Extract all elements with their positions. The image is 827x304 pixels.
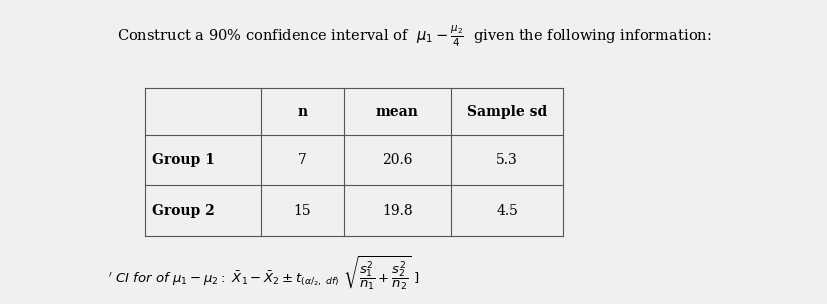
Text: Sample sd: Sample sd: [466, 105, 547, 119]
Text: 5.3: 5.3: [495, 153, 518, 168]
Text: 20.6: 20.6: [382, 153, 412, 168]
Text: 4.5: 4.5: [495, 203, 518, 218]
Text: 15: 15: [293, 203, 311, 218]
Text: 19.8: 19.8: [382, 203, 412, 218]
Text: n: n: [297, 105, 307, 119]
Text: $'\ \mathit{CI\ for\ of}\ \mu_1 - \mu_2$$:\ \bar{X}_1 - \bar{X}_2 \pm t_{(\alpha: $'\ \mathit{CI\ for\ of}\ \mu_1 - \mu_2$…: [108, 255, 419, 292]
Text: 7: 7: [298, 153, 306, 168]
Text: Construct a 90% confidence interval of  $\mu_1 - \frac{\mu_2}{4}$  given the fol: Construct a 90% confidence interval of $…: [117, 24, 710, 49]
Text: Group 2: Group 2: [151, 203, 214, 218]
Text: Group 1: Group 1: [151, 153, 214, 168]
Text: mean: mean: [375, 105, 418, 119]
